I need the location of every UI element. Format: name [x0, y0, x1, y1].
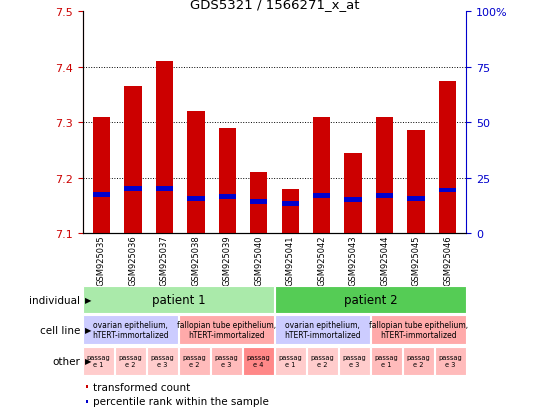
Bar [115, 347, 146, 375]
Bar [313, 194, 330, 199]
Bar [376, 117, 393, 233]
Bar [93, 117, 110, 233]
Bar [371, 316, 466, 344]
Bar [371, 347, 402, 375]
Bar [86, 400, 88, 403]
Bar [275, 286, 466, 313]
Bar [275, 347, 306, 375]
Text: individual: individual [29, 295, 80, 305]
Bar [219, 128, 236, 233]
Text: passag
e 1: passag e 1 [87, 354, 110, 368]
Text: passag
e 4: passag e 4 [247, 354, 270, 368]
Text: percentile rank within the sample: percentile rank within the sample [93, 396, 269, 406]
Bar [187, 112, 205, 233]
Text: other: other [52, 356, 80, 366]
Bar [407, 131, 425, 233]
Text: patient 2: patient 2 [344, 293, 397, 306]
Text: transformed count: transformed count [93, 382, 190, 392]
Bar [179, 316, 274, 344]
Bar [376, 194, 393, 199]
Bar [344, 153, 362, 233]
Text: ▶: ▶ [85, 295, 92, 304]
Bar [156, 187, 173, 192]
Text: passag
e 1: passag e 1 [375, 354, 398, 368]
Bar [124, 187, 142, 192]
Bar [83, 316, 178, 344]
Bar [439, 81, 456, 233]
Text: ovarian epithelium,
hTERT-immortalized: ovarian epithelium, hTERT-immortalized [284, 320, 361, 339]
Text: cell line: cell line [39, 325, 80, 335]
Text: passag
e 1: passag e 1 [279, 354, 302, 368]
Bar [219, 194, 236, 199]
Text: passag
e 3: passag e 3 [151, 354, 174, 368]
Text: fallopian tube epithelium,
hTERT-immortalized: fallopian tube epithelium, hTERT-immorta… [369, 320, 468, 339]
Bar [124, 87, 142, 233]
Bar [439, 188, 456, 193]
Bar [83, 347, 114, 375]
Text: patient 1: patient 1 [152, 293, 205, 306]
Text: passag
e 2: passag e 2 [311, 354, 334, 368]
Bar [275, 316, 370, 344]
Text: fallopian tube epithelium,
hTERT-immortalized: fallopian tube epithelium, hTERT-immorta… [177, 320, 276, 339]
Bar [250, 173, 268, 233]
Title: GDS5321 / 1566271_x_at: GDS5321 / 1566271_x_at [190, 0, 359, 11]
Text: passag
e 2: passag e 2 [407, 354, 430, 368]
Bar [307, 347, 338, 375]
Bar [403, 347, 434, 375]
Bar [93, 192, 110, 197]
Bar [83, 286, 274, 313]
Bar [243, 347, 274, 375]
Bar [435, 347, 466, 375]
Bar [407, 196, 425, 201]
Bar [86, 385, 88, 388]
Bar [344, 198, 362, 203]
Bar [179, 347, 210, 375]
Text: ▶: ▶ [85, 356, 92, 366]
Bar [156, 62, 173, 233]
Bar [147, 347, 178, 375]
Text: passag
e 3: passag e 3 [215, 354, 238, 368]
Bar [281, 189, 299, 233]
Text: ▶: ▶ [85, 325, 92, 335]
Bar [211, 347, 242, 375]
Bar [187, 196, 205, 201]
Bar [313, 117, 330, 233]
Text: passag
e 2: passag e 2 [119, 354, 142, 368]
Text: ovarian epithelium,
hTERT-immortalized: ovarian epithelium, hTERT-immortalized [92, 320, 169, 339]
Bar [339, 347, 370, 375]
Bar [281, 202, 299, 207]
Bar [250, 199, 268, 204]
Text: passag
e 2: passag e 2 [183, 354, 206, 368]
Text: passag
e 3: passag e 3 [343, 354, 366, 368]
Text: passag
e 3: passag e 3 [439, 354, 462, 368]
